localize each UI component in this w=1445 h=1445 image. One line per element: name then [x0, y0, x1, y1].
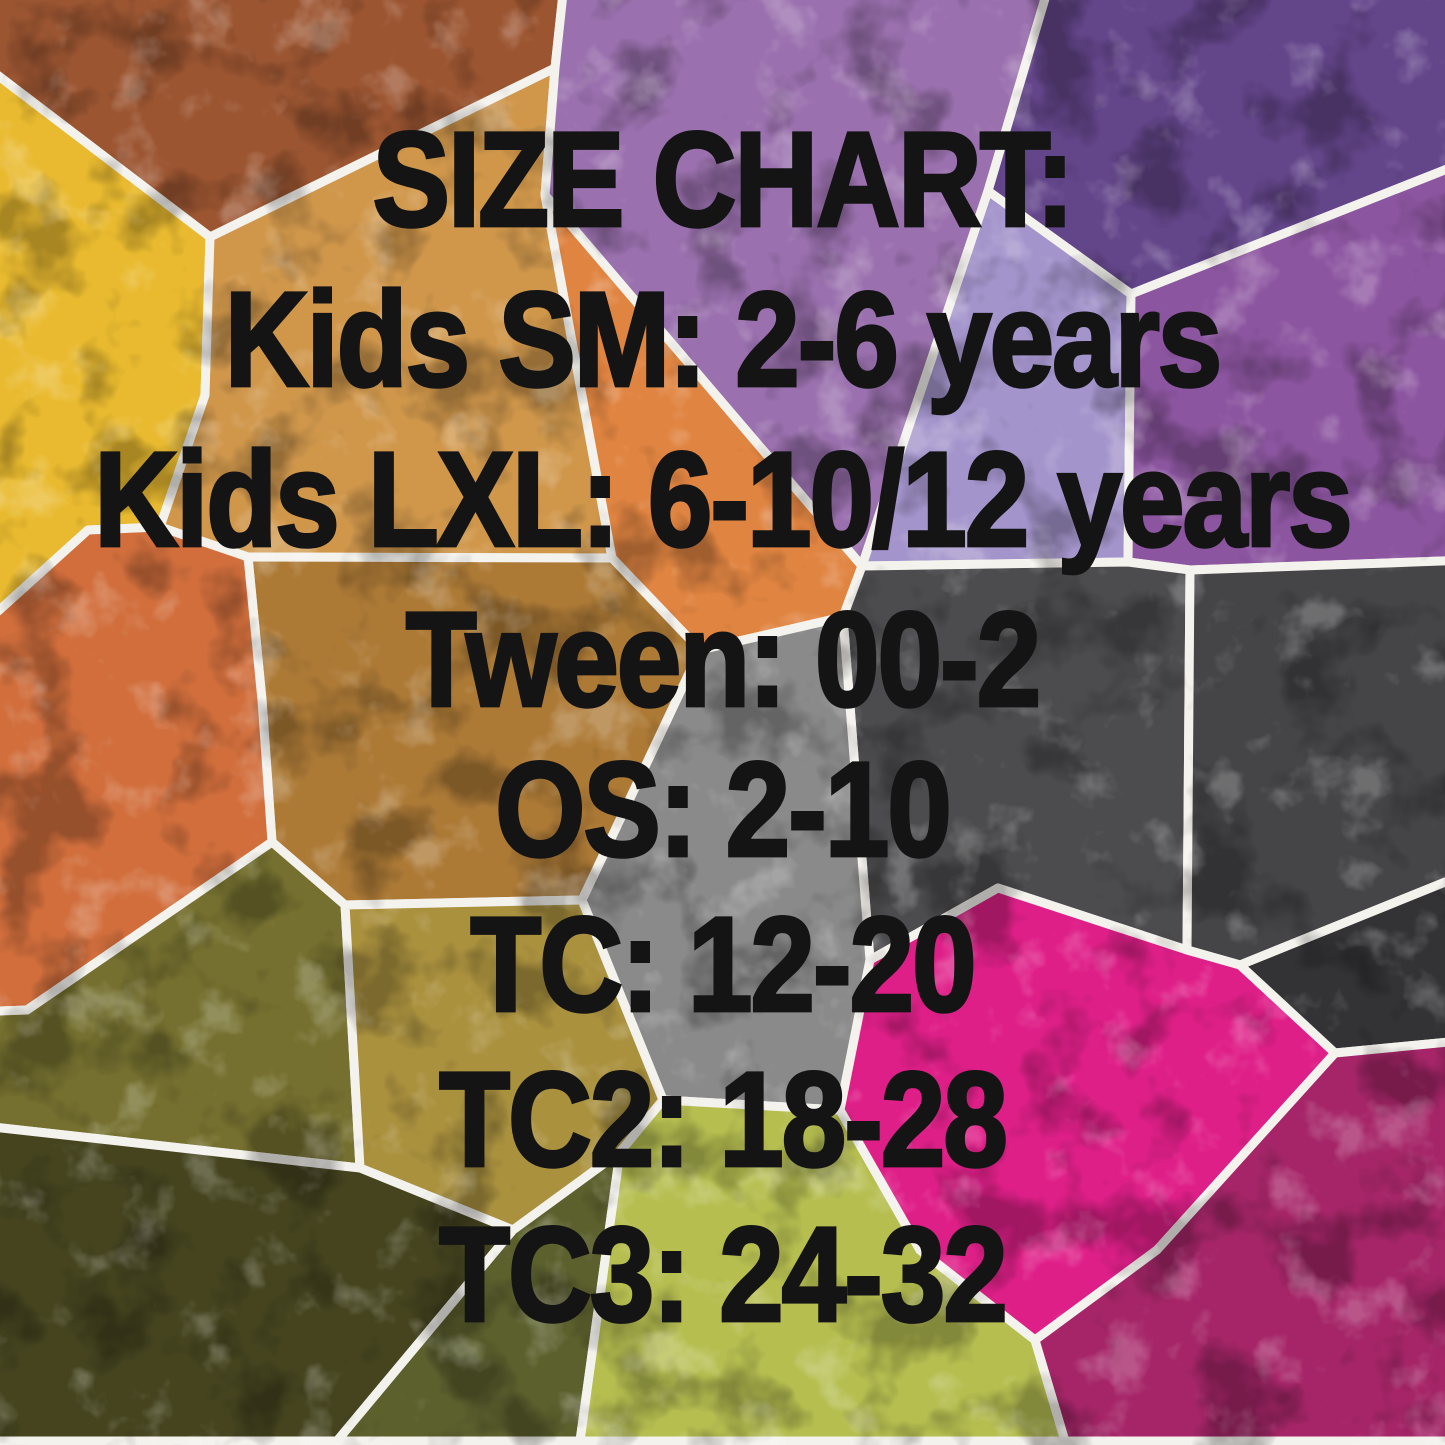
size-line-kids-sm: Kids SM: 2-6 years [223, 263, 1224, 415]
size-line-kids-lxl: Kids LXL: 6-10/12 years [93, 423, 1354, 575]
size-line-tc: TC: 12-20 [469, 888, 978, 1040]
size-chart-heading: SIZE CHART: [371, 103, 1076, 255]
size-line-tc2: TC2: 18-28 [438, 1043, 1010, 1195]
size-line-tc3: TC3: 24-32 [438, 1198, 1010, 1350]
size-line-os: OS: 2-10 [494, 733, 954, 885]
size-line-tween: Tween: 00-2 [404, 583, 1042, 735]
